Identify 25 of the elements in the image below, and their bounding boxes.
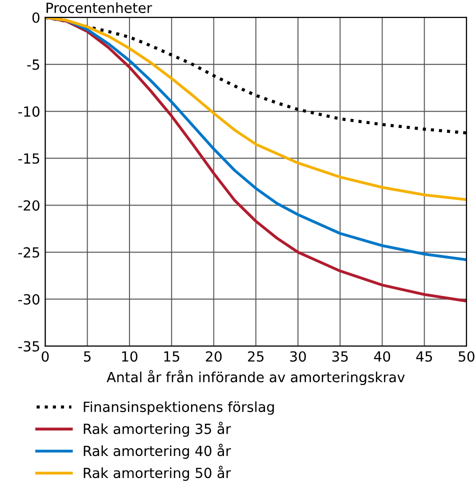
x-tick-label: 10 <box>122 351 138 362</box>
y-tick-label: -20 <box>18 200 40 211</box>
x-tick-label: 30 <box>290 351 306 362</box>
x-tick-label: 0 <box>42 351 49 362</box>
x-tick-label: 50 <box>458 351 474 362</box>
x-tick-label: 40 <box>374 351 390 362</box>
y-tick-label: 0 <box>32 12 40 23</box>
legend-label: Rak amortering 40 år <box>84 444 231 459</box>
y-tick-label: -15 <box>18 153 40 164</box>
x-tick-label: 45 <box>416 351 432 362</box>
y-tick-label: -30 <box>18 294 40 305</box>
x-tick-label: 15 <box>164 351 180 362</box>
x-tick-label: 20 <box>206 351 222 362</box>
x-tick-label: 5 <box>84 351 91 362</box>
legend-label: Finansinspektionens förslag <box>84 401 274 415</box>
x-tick-label: 25 <box>248 351 264 362</box>
y-tick-label: -35 <box>18 341 40 352</box>
x-axis-title: Antal år från införande av amorteringskrav <box>106 370 405 386</box>
y-tick-label: -25 <box>18 247 40 258</box>
y-axis-title: Procentenheter <box>46 2 152 14</box>
x-tick-label: 35 <box>332 351 348 362</box>
legend-label: Rak amortering 35 år <box>84 422 231 437</box>
legend-label: Rak amortering 50 år <box>84 466 231 481</box>
y-tick-label: -5 <box>27 60 40 70</box>
y-tick-label: -10 <box>18 106 40 117</box>
